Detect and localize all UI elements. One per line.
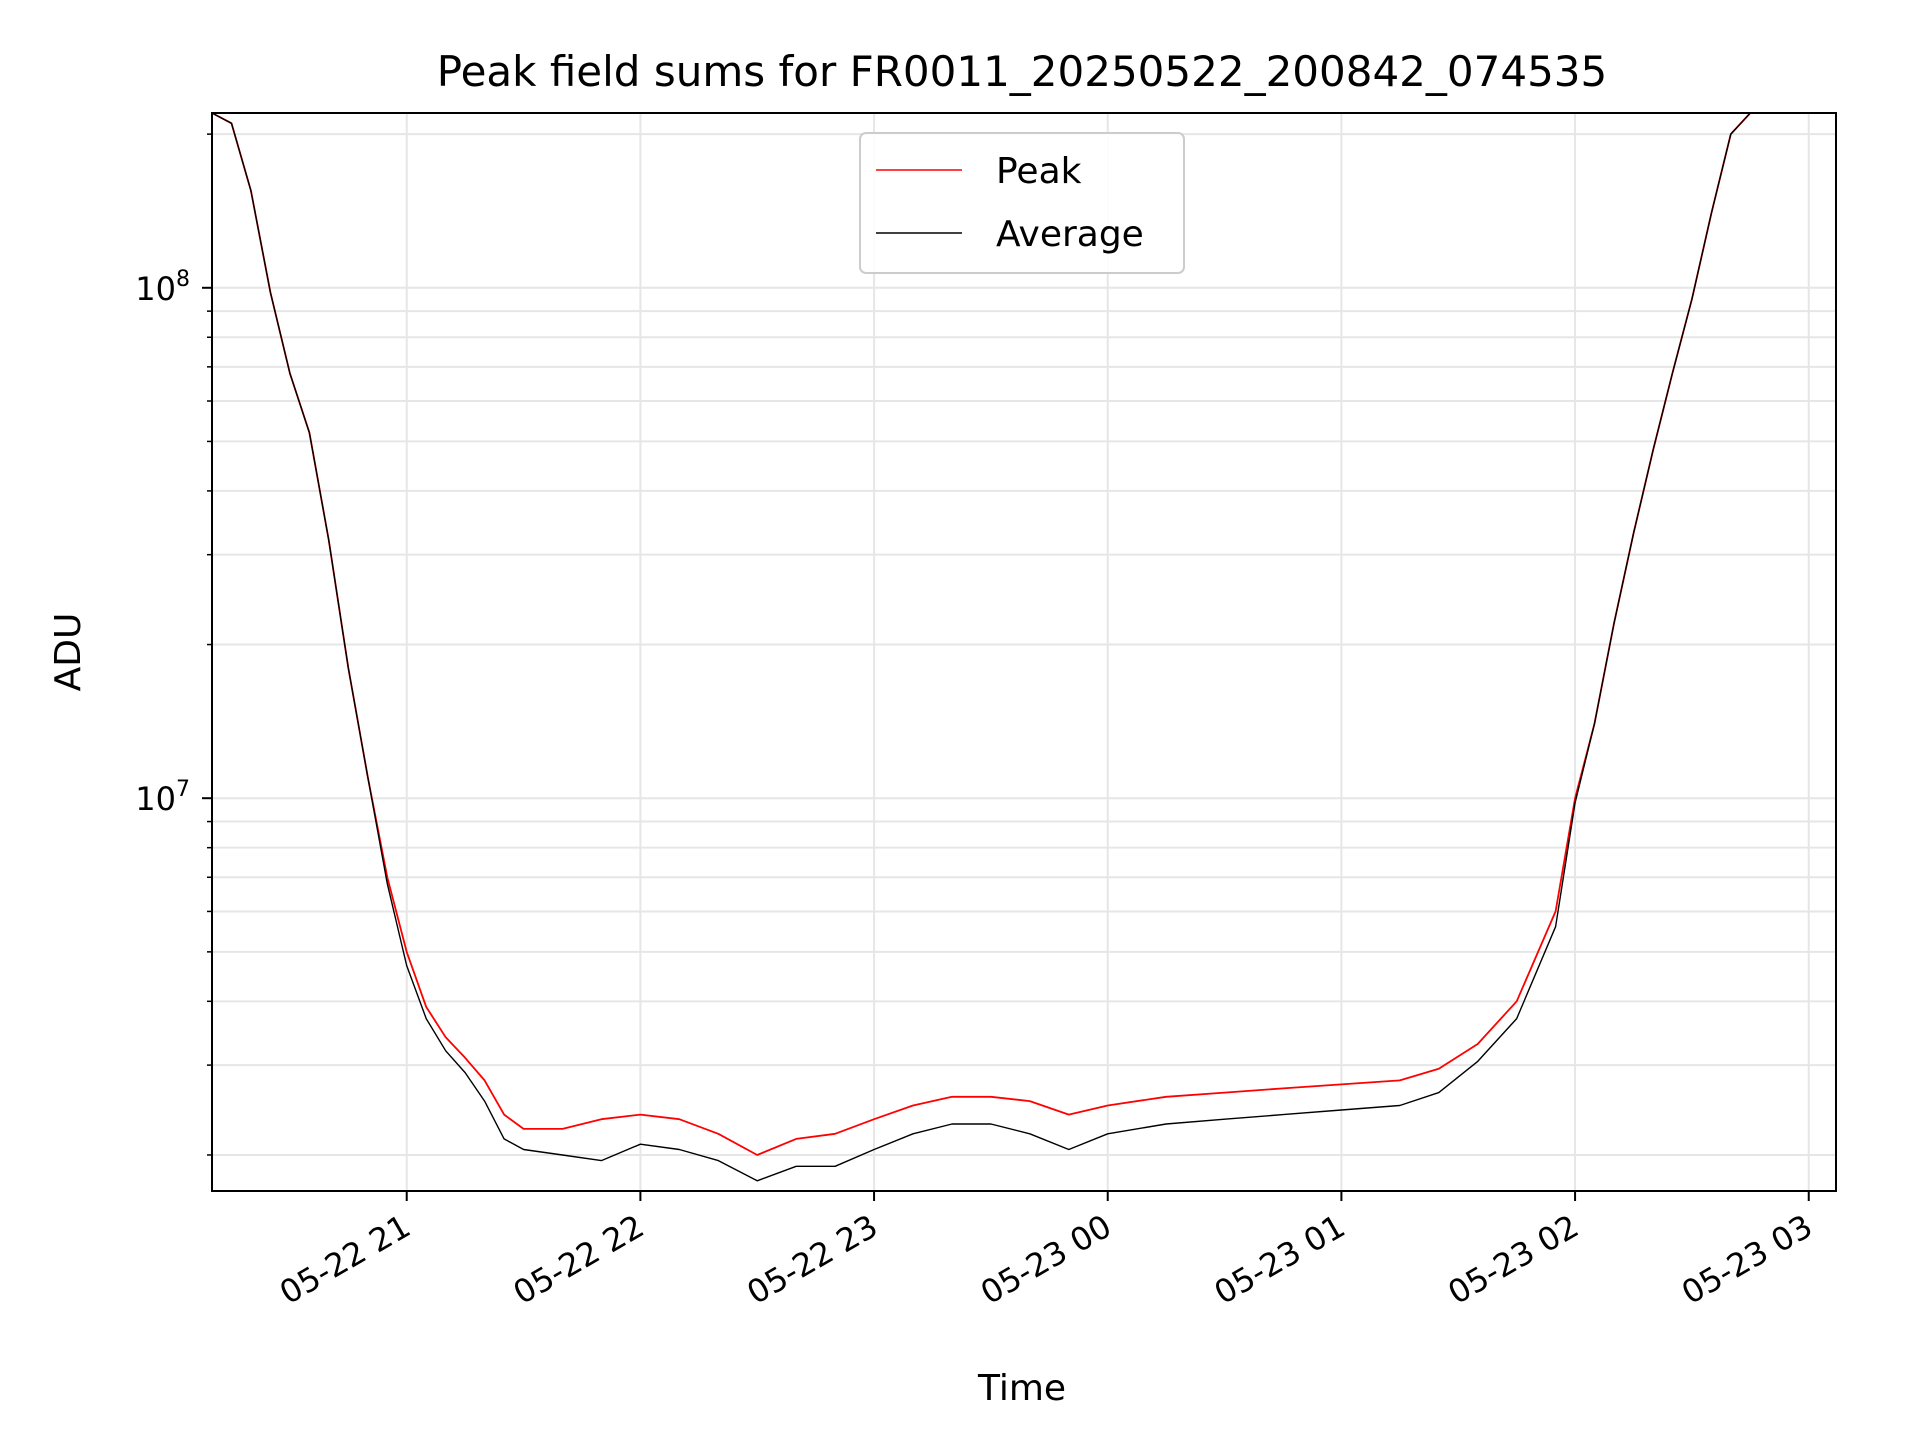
y-axis-label: ADU bbox=[48, 613, 89, 692]
plot-lines bbox=[211, 112, 1829, 1182]
plot-frame bbox=[211, 112, 1837, 1192]
series-line-average bbox=[211, 112, 1829, 1182]
y-tick-label: 108 bbox=[135, 267, 190, 308]
legend-box bbox=[859, 132, 1185, 274]
x-axis-label: Time bbox=[977, 1368, 1066, 1409]
legend-label-peak: Peak bbox=[996, 151, 1082, 192]
chart-title: Peak field sums for FR0011_20250522_2008… bbox=[437, 47, 1607, 96]
grid-lines bbox=[212, 113, 1836, 1191]
y-axis-ticks: 107 108 bbox=[135, 133, 212, 1156]
legend-label-average: Average bbox=[996, 214, 1144, 255]
y-tick-label: 107 bbox=[135, 777, 190, 818]
legend: Peak Average bbox=[859, 132, 1185, 274]
